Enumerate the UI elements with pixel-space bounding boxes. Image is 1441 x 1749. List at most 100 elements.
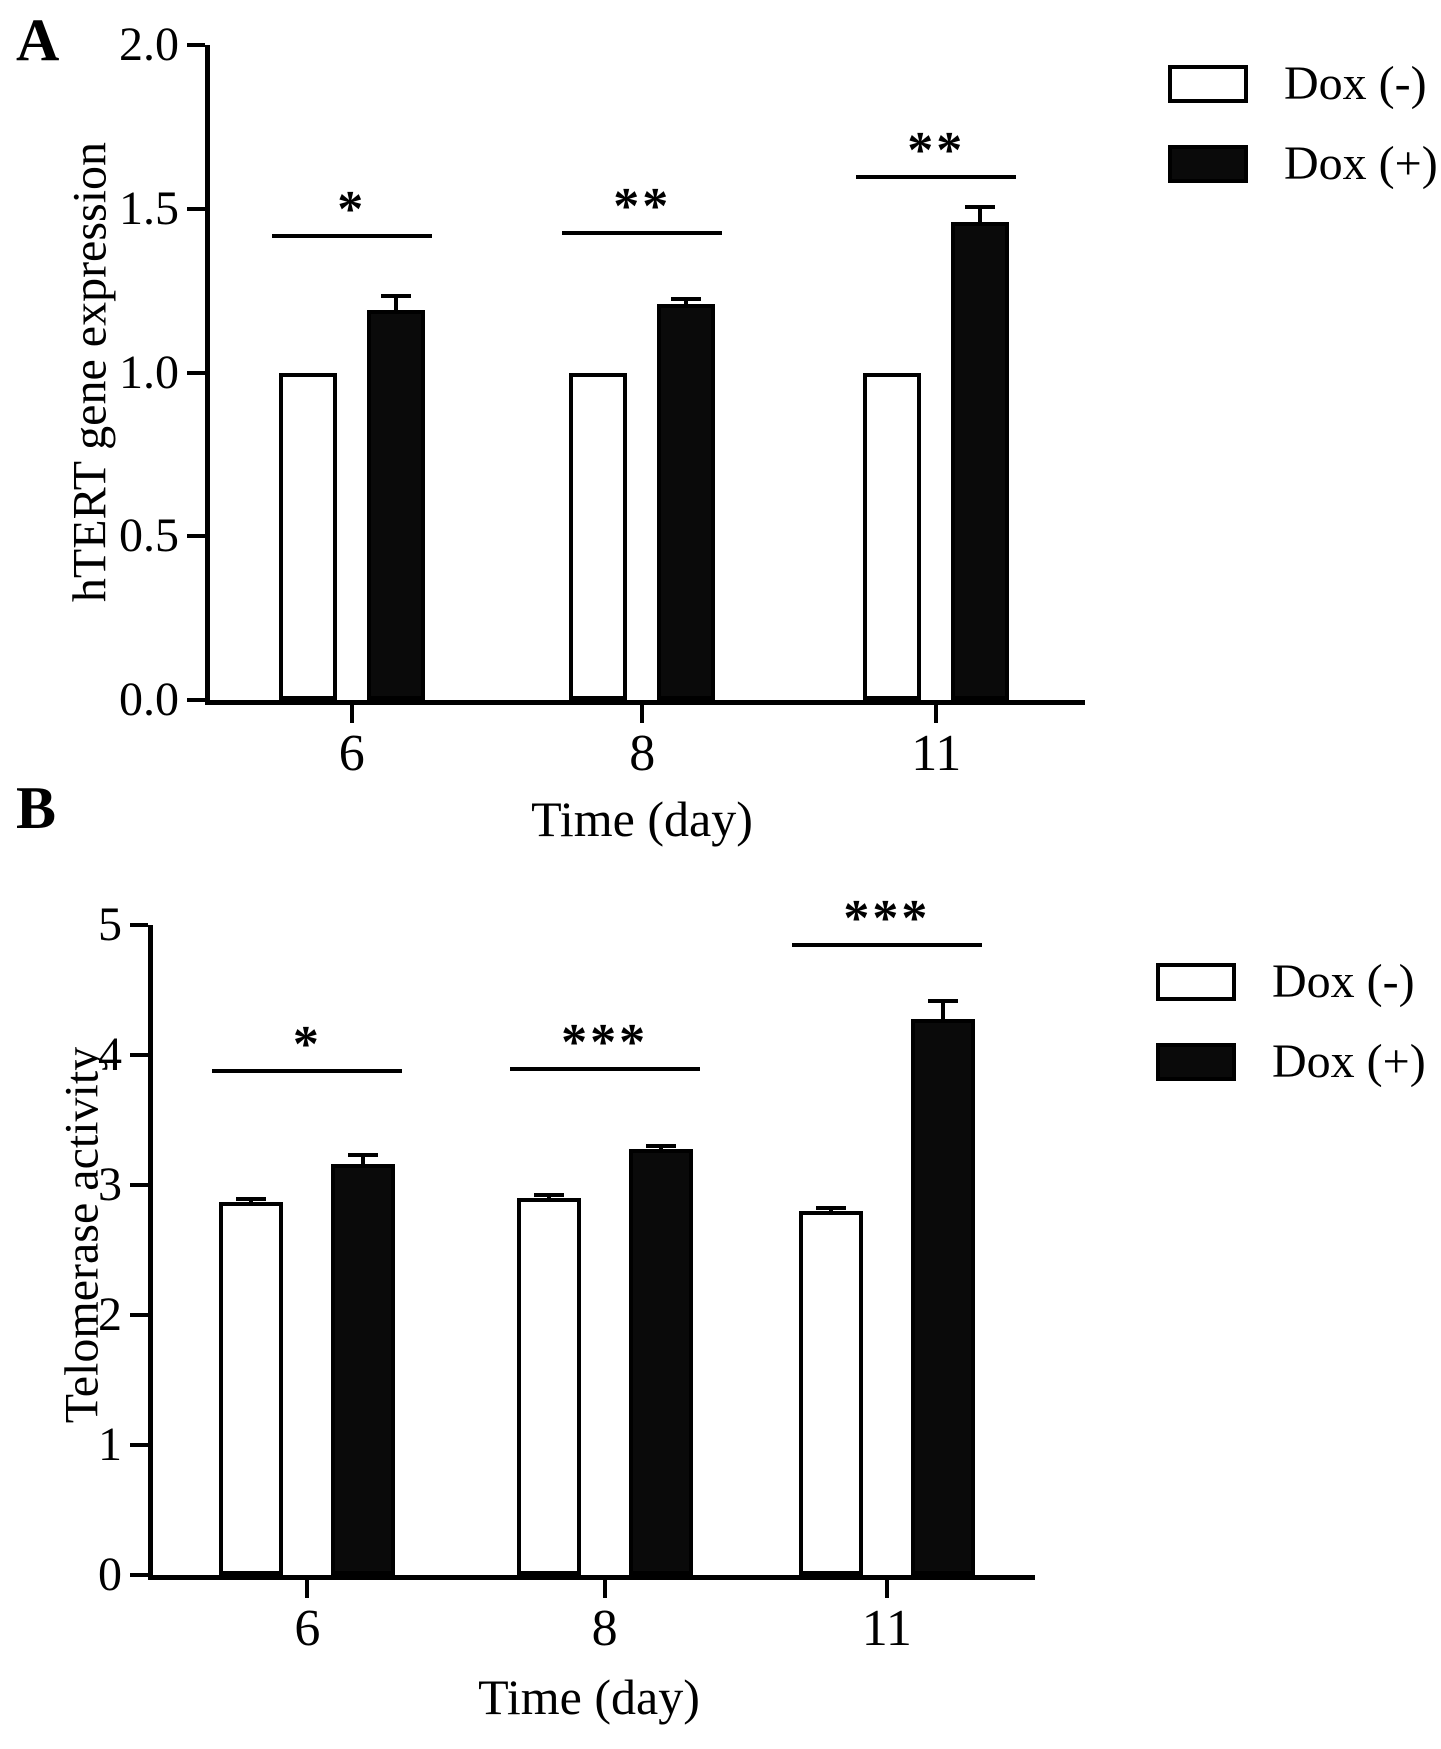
bar-dox-plus: [628, 1148, 693, 1575]
error-bar: [815, 1206, 846, 1211]
panel-b-legend: Dox (-) Dox (+): [1156, 958, 1426, 1118]
x-tick-mark: [934, 705, 939, 723]
x-tick-mark: [602, 1580, 607, 1598]
significance-asterisks: ***: [843, 890, 931, 948]
y-tick-label: 2.0: [119, 18, 179, 71]
bar-dox-minus: [278, 372, 337, 700]
bar-dox-plus: [951, 221, 1010, 700]
error-bar-cap: [348, 1152, 379, 1157]
error-bar-line: [393, 293, 398, 311]
error-bar-cap: [927, 999, 958, 1004]
error-bar-cap: [965, 205, 996, 210]
y-tick-mark: [130, 1183, 148, 1187]
legend-label-dox-plus: Dox (+): [1284, 137, 1438, 190]
bar-dox-minus: [569, 372, 628, 700]
y-tick-label: 5: [98, 898, 122, 951]
y-tick-label: 1.5: [119, 181, 179, 235]
bar-dox-plus: [657, 303, 716, 700]
dox-plus-swatch-icon: [1156, 1043, 1236, 1081]
x-category-label: 11: [861, 1600, 912, 1657]
error-bar-line: [361, 1152, 366, 1165]
y-tick-mark: [187, 43, 205, 47]
dox-minus-swatch-icon: [1168, 65, 1248, 103]
significance-line: [271, 234, 432, 239]
significance-asterisks: *: [292, 1016, 322, 1074]
x-category-label: 11: [911, 725, 962, 782]
panel-a-letter: A: [16, 7, 60, 73]
error-bar: [927, 999, 958, 1019]
y-tick-label: 4: [98, 1028, 122, 1081]
y-tick-mark: [187, 206, 205, 211]
error-bar-line: [940, 999, 945, 1019]
panel-b-x-axis-title: Time (day): [478, 1669, 700, 1725]
panel-b-letter: B: [16, 775, 57, 841]
error-bar: [533, 1193, 564, 1198]
y-tick-mark: [130, 1443, 148, 1447]
significance-line: [562, 230, 723, 235]
error-bar: [380, 293, 411, 311]
legend-item-dox-plus: Dox (+): [1156, 1038, 1426, 1086]
x-tick-mark: [349, 705, 354, 723]
x-tick-mark: [640, 705, 645, 723]
x-category-label: 6: [338, 725, 365, 782]
y-tick-mark: [130, 1053, 148, 1057]
legend-label-dox-minus: Dox (-): [1272, 955, 1415, 1008]
legend-item-dox-minus: Dox (-): [1156, 958, 1426, 1006]
y-tick-label: 3: [98, 1158, 122, 1211]
error-bar-cap: [236, 1196, 267, 1201]
panel-a-legend: Dox (-) Dox (+): [1168, 60, 1438, 220]
error-bar: [671, 297, 702, 304]
y-tick-label: 1: [98, 1418, 122, 1471]
bar-dox-minus: [863, 372, 922, 700]
error-bar: [645, 1143, 676, 1149]
y-tick-mark: [187, 698, 205, 702]
error-bar-cap: [533, 1193, 564, 1197]
panel-a-x-axis-title: Time (day): [531, 791, 753, 847]
significance-line: [212, 1069, 403, 1074]
x-tick-mark: [305, 1580, 310, 1598]
panel-b-y-axis-title: Telomerase activity: [55, 1046, 109, 1424]
significance-asterisks: **: [907, 122, 966, 180]
significance-line: [856, 175, 1017, 180]
significance-asterisks: *: [337, 181, 367, 239]
x-category-label: 6: [294, 1600, 321, 1657]
panel-a-plot-area: 0.0 0.5 1.0 1.5 2.0 6 * 8 ** 11 **: [119, 21, 1085, 780]
error-bar: [236, 1196, 267, 1202]
y-tick-label: 0.5: [119, 509, 179, 563]
y-tick-label: 2: [98, 1288, 122, 1341]
panel-b-plot-area: 0 1 2 3 4 5 6 * 8 *** 11 ***: [98, 893, 1035, 1655]
y-tick-label: 0.0: [119, 673, 179, 726]
significance-asterisks: **: [613, 177, 672, 235]
error-bar-line: [978, 205, 983, 222]
bar-dox-plus: [331, 1164, 396, 1575]
dox-plus-swatch-icon: [1168, 145, 1248, 183]
significance-line: [509, 1066, 700, 1071]
y-tick-label: 1.0: [119, 345, 179, 399]
y-tick-mark: [130, 1573, 148, 1577]
bar-dox-minus: [516, 1198, 581, 1575]
error-bar-cap: [645, 1143, 676, 1148]
error-bar: [965, 205, 996, 222]
legend-item-dox-plus: Dox (+): [1168, 140, 1438, 188]
significance-line: [791, 943, 982, 948]
error-bar-cap: [671, 297, 702, 302]
bar-dox-plus: [910, 1018, 975, 1575]
error-bar-cap: [380, 293, 411, 298]
bar-dox-minus: [219, 1201, 284, 1575]
y-tick-mark: [187, 534, 205, 539]
y-tick-label: 0: [98, 1548, 122, 1601]
dox-minus-swatch-icon: [1156, 963, 1236, 1001]
y-tick-mark: [130, 1313, 148, 1317]
error-bar-cap: [815, 1206, 846, 1210]
bar-dox-plus: [366, 310, 425, 700]
bar-dox-minus: [798, 1211, 863, 1575]
y-tick-mark: [130, 923, 148, 927]
significance-asterisks: ***: [561, 1013, 649, 1071]
x-category-label: 8: [629, 725, 656, 782]
legend-label-dox-plus: Dox (+): [1272, 1035, 1426, 1088]
legend-item-dox-minus: Dox (-): [1168, 60, 1438, 108]
y-tick-mark: [187, 370, 205, 375]
legend-label-dox-minus: Dox (-): [1284, 57, 1427, 110]
x-category-label: 8: [591, 1600, 618, 1657]
